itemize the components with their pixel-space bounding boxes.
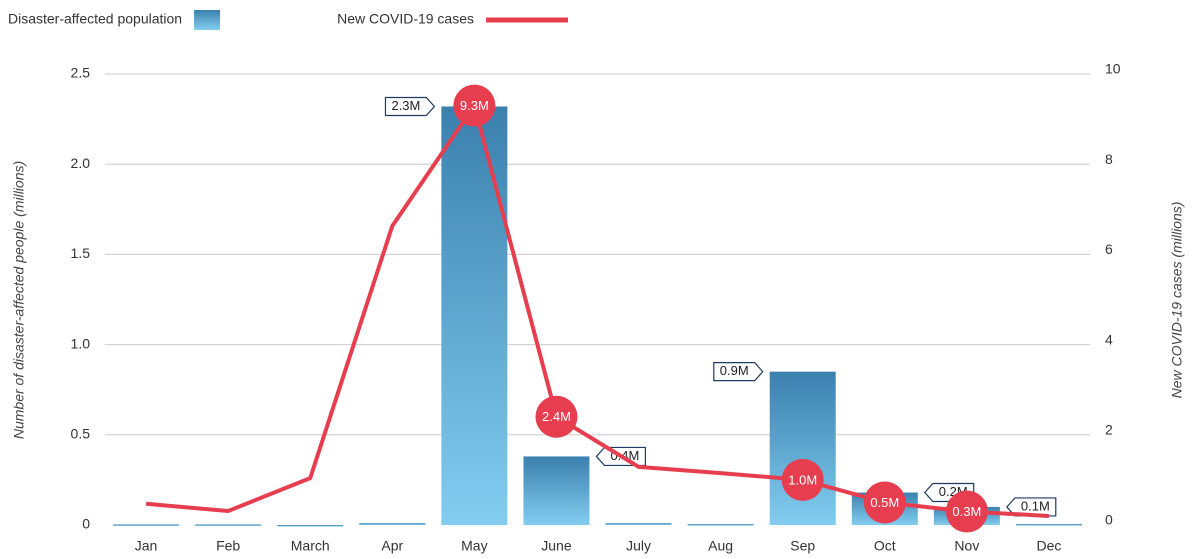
line-value-label: 0.3M [952,504,981,519]
line-value-label: 0.5M [870,495,899,510]
legend-label: Disaster-affected population [8,11,182,27]
y2-tick-label: 6 [1105,241,1113,257]
bar [687,524,754,526]
y2-tick-label: 8 [1105,151,1113,167]
x-tick-label: Feb [216,538,240,554]
legend-label: New COVID-19 cases [337,11,474,27]
y-tick-label: 1.0 [71,335,91,351]
bar-value-label: 0.9M [713,362,764,382]
bar [523,456,590,525]
y2-tick-label: 0 [1105,512,1113,528]
line-point [453,84,496,127]
x-tick-label: Dec [1037,538,1062,554]
y2-tick-label: 2 [1105,422,1113,438]
bar [441,106,508,526]
bar [359,523,426,525]
label-box [713,362,764,382]
bar [195,524,262,526]
line-value-label: 9.3M [460,98,489,113]
bar [113,524,180,526]
bar [277,525,344,527]
bar [769,371,836,525]
line-point [535,395,578,438]
bar-value-text: 0.1M [1021,498,1050,513]
x-tick-label: Aug [708,538,733,554]
bar-value-label: 2.3M [384,96,436,117]
y2-tick-label: 10 [1105,61,1121,77]
y2-axis-title: New COVID-19 cases (millions) [1169,202,1185,399]
x-tick-label: Oct [874,538,896,554]
x-tick-label: May [461,538,487,554]
x-tick-label: March [291,538,330,554]
bar [605,523,672,525]
line-value-label: 2.4M [542,409,571,424]
y-tick-label: 2.5 [71,65,91,81]
line-value-label: 1.0M [788,472,817,487]
line-point [863,481,906,524]
x-tick-label: Sep [790,538,815,554]
bar-value-text: 2.3M [391,98,420,113]
bar-value-label: 0.1M [1006,497,1057,517]
x-tick-label: June [541,538,572,554]
bar [1015,524,1082,526]
bar-value-text: 0.4M [610,448,639,463]
y-tick-label: 0.5 [71,426,91,442]
x-tick-label: Nov [954,538,979,554]
y-tick-label: 2.0 [71,155,91,171]
line-point [781,458,824,501]
label-box [384,96,436,117]
line-point [945,490,988,533]
x-tick-label: July [626,538,651,554]
bar-value-text: 0.9M [720,363,749,378]
x-tick-label: Jan [135,538,158,554]
y2-tick-label: 4 [1105,331,1113,347]
y-tick-label: 1.5 [71,245,91,261]
legend-swatch [194,10,221,30]
x-tick-label: Apr [381,538,403,554]
y-axis-title: Number of disaster-affected people (mill… [11,161,27,439]
y-tick-label: 0 [82,516,90,532]
